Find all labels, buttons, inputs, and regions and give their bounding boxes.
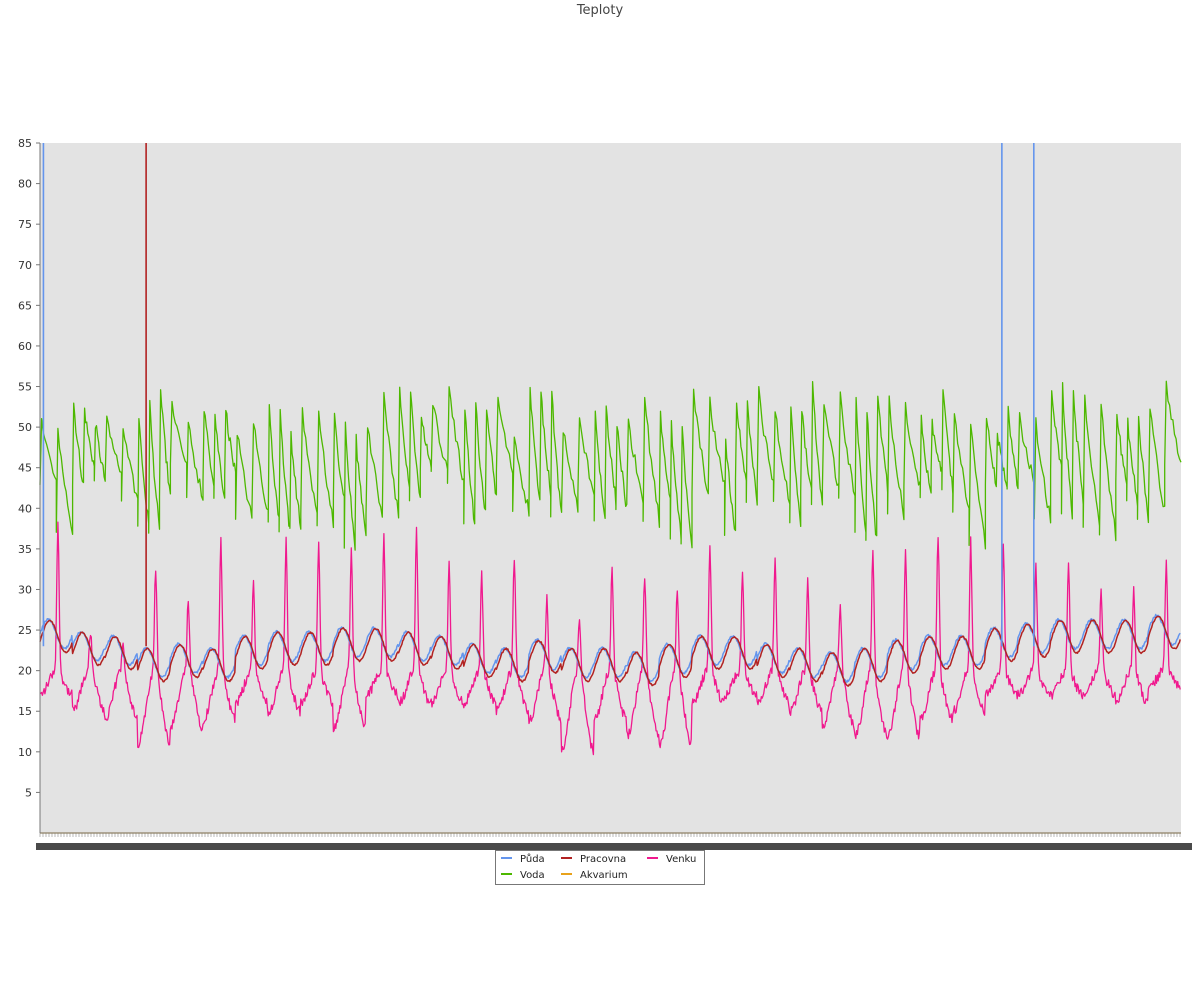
- legend-item-akvarium: Akvarium: [561, 870, 628, 882]
- chart-title: Teploty: [576, 3, 624, 18]
- y-tick-label: 20: [18, 665, 32, 678]
- plot-area: [40, 143, 1181, 833]
- x-tick-labels-band: [36, 843, 1192, 850]
- y-tick-label: 75: [18, 218, 32, 231]
- y-tick-label: 70: [18, 259, 32, 272]
- y-tick-label: 50: [18, 421, 32, 434]
- y-axis-ticks: 5 10 15 20 25 30 35 40 45 50 55 60 65 70 75 80 85: [18, 137, 40, 799]
- y-tick-label: 5: [25, 786, 32, 799]
- legend-item-venku: Venku: [647, 854, 696, 866]
- y-tick-label: 30: [18, 583, 32, 596]
- y-tick-label: 60: [18, 340, 32, 353]
- y-tick-label: 15: [18, 705, 32, 718]
- y-tick-label: 25: [18, 624, 32, 637]
- legend-swatch-pracovna: [561, 857, 572, 859]
- legend-item-puda: Půda: [501, 854, 545, 866]
- legend-swatch-puda: [501, 857, 512, 859]
- x-axis-ticks: [36, 833, 1192, 850]
- legend: Půda Pracovna Venku Voda Akvarium: [495, 850, 705, 885]
- y-tick-label: 85: [18, 137, 32, 150]
- series-line-pracovna: [39, 615, 1181, 687]
- y-tick-label: 40: [18, 502, 32, 515]
- legend-label-akvarium: Akvarium: [580, 870, 628, 881]
- legend-item-voda: Voda: [501, 870, 545, 882]
- legend-label-voda: Voda: [520, 870, 545, 881]
- y-tick-label: 65: [18, 299, 32, 312]
- legend-label-puda: Půda: [520, 854, 545, 865]
- legend-label-pracovna: Pracovna: [580, 854, 627, 865]
- legend-item-pracovna: Pracovna: [561, 854, 626, 866]
- y-tick-label: 35: [18, 543, 32, 556]
- legend-swatch-akvarium: [561, 873, 572, 875]
- series-line-voda: [39, 380, 1182, 551]
- y-tick-label: 55: [18, 381, 32, 394]
- legend-swatch-voda: [501, 873, 512, 875]
- legend-label-venku: Venku: [666, 854, 697, 865]
- y-tick-label: 10: [18, 746, 32, 759]
- y-tick-label: 45: [18, 462, 32, 475]
- series-line-puda: [39, 613, 1181, 684]
- series-line-venku: [39, 521, 1181, 756]
- legend-swatch-venku: [647, 857, 658, 859]
- y-tick-label: 80: [18, 178, 32, 191]
